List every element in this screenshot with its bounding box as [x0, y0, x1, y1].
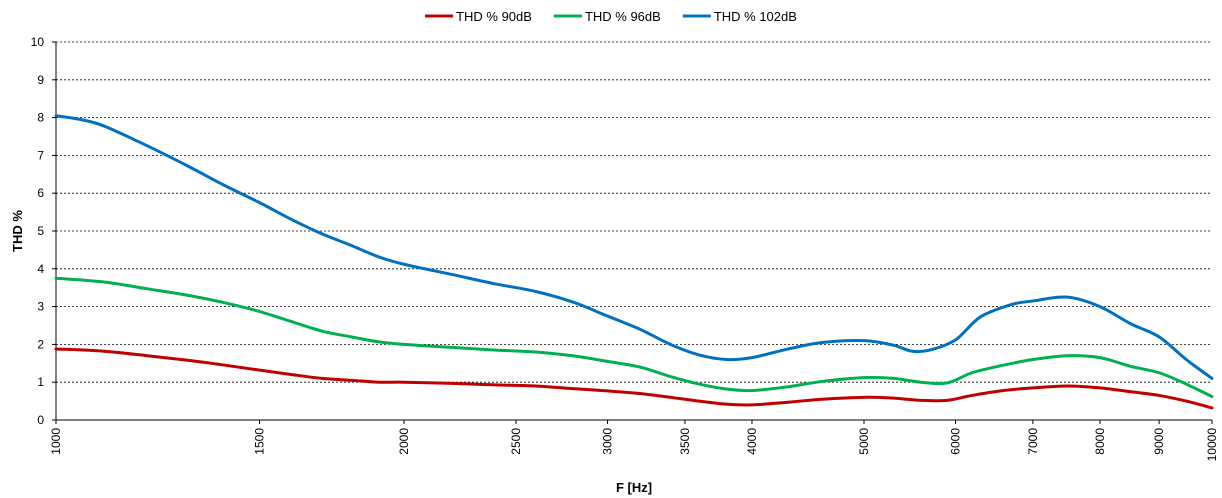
y-tick-label: 9: [37, 73, 44, 87]
x-tick-label: 3000: [601, 428, 615, 455]
y-tick-label: 10: [31, 35, 45, 49]
x-tick-label: 3500: [678, 428, 692, 455]
legend-label-1: THD % 90dB: [456, 9, 532, 24]
y-tick-label: 5: [37, 224, 44, 238]
y-tick-label: 3: [37, 300, 44, 314]
x-tick-label: 1500: [253, 428, 267, 455]
series-line-3: [54, 114, 1214, 380]
axes: [52, 41, 1213, 424]
x-tick-labels: 1000 1500 2000 2500 3000 3500 4000 5000 6000 7000…: [49, 428, 1219, 462]
y-tick-label: 2: [37, 337, 44, 351]
y-tick-label: 0: [37, 413, 44, 427]
y-tick-label: 8: [37, 111, 44, 125]
y-tick-labels: 0 1 2 3 4 5 6 7 8 9 10: [31, 35, 45, 427]
legend-label-2: THD % 96dB: [585, 9, 661, 24]
x-axis-title: F [Hz]: [616, 480, 652, 495]
x-tick-label: 10000: [1205, 428, 1219, 462]
y-tick-label: 6: [37, 186, 44, 200]
x-tick-label: 8000: [1093, 428, 1107, 455]
y-tick-label: 4: [37, 262, 44, 276]
y-tick-label: 1: [37, 375, 44, 389]
y-tick-label: 7: [37, 148, 44, 162]
x-tick-label: 1000: [49, 428, 63, 455]
grid-lines: [56, 41, 1212, 383]
x-tick-label: 4000: [745, 428, 759, 455]
x-tick-label: 7000: [1026, 428, 1040, 455]
chart-legend: THD % 90dB THD % 96dB THD % 102dB: [425, 9, 797, 24]
legend-label-3: THD % 102dB: [714, 9, 797, 24]
x-tick-label: 6000: [949, 428, 963, 455]
series-line-2: [54, 276, 1214, 399]
x-tick-label: 9000: [1152, 428, 1166, 455]
x-tick-label: 2000: [397, 428, 411, 455]
series-lines: [54, 114, 1214, 410]
series-line-1: [54, 347, 1214, 410]
y-axis-title: THD %: [10, 210, 25, 252]
x-tick-label: 2500: [509, 428, 523, 455]
x-tick-label: 5000: [857, 428, 871, 455]
